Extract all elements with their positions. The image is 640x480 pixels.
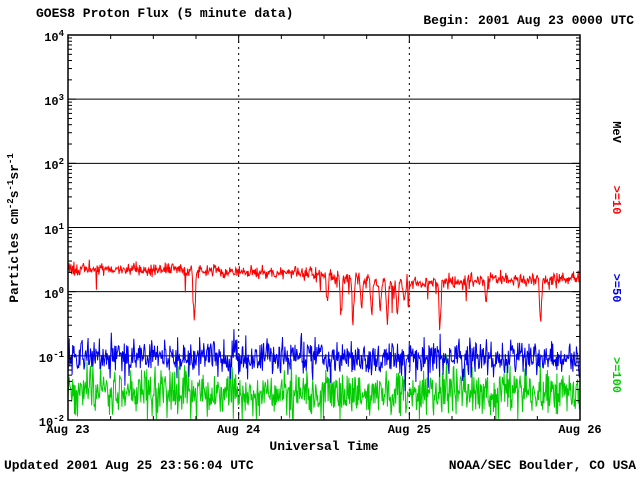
y-axis-label: Particles cm-2s-1sr-1 bbox=[5, 153, 23, 303]
y-tick-label: 102 bbox=[44, 157, 64, 174]
x-axis-label: Universal Time bbox=[269, 439, 379, 454]
x-tick-label: Aug 24 bbox=[217, 423, 261, 437]
begin-time-label: Begin: 2001 Aug 23 0000 UTC bbox=[423, 13, 634, 28]
series-line-ge10 bbox=[68, 259, 580, 331]
series-line-ge50 bbox=[68, 329, 580, 392]
right-axis-series-label: >=50 bbox=[609, 273, 623, 303]
right-axis-series-label: >=100 bbox=[609, 356, 623, 394]
x-tick-label: Aug 23 bbox=[46, 423, 90, 437]
updated-timestamp: Updated 2001 Aug 25 23:56:04 UTC bbox=[4, 458, 254, 473]
y-tick-label: 101 bbox=[44, 221, 64, 238]
series-line-ge100 bbox=[68, 354, 580, 420]
credit-label: NOAA/SEC Boulder, CO USA bbox=[448, 458, 636, 473]
chart-title: GOES8 Proton Flux (5 minute data) bbox=[36, 6, 294, 21]
y-tick-label: 100 bbox=[44, 285, 64, 302]
plot-frame bbox=[67, 34, 581, 421]
right-axis-unit-label: MeV bbox=[609, 121, 623, 143]
x-tick-label: Aug 26 bbox=[558, 423, 602, 437]
right-axis-series-label: >=10 bbox=[609, 185, 623, 215]
y-tick-label: 10-2 bbox=[38, 414, 64, 430]
y-tick-label: 104 bbox=[44, 29, 64, 45]
y-tick-label: 10-1 bbox=[38, 349, 64, 366]
x-tick-label: Aug 25 bbox=[387, 423, 431, 437]
y-tick-label: 103 bbox=[44, 93, 64, 110]
